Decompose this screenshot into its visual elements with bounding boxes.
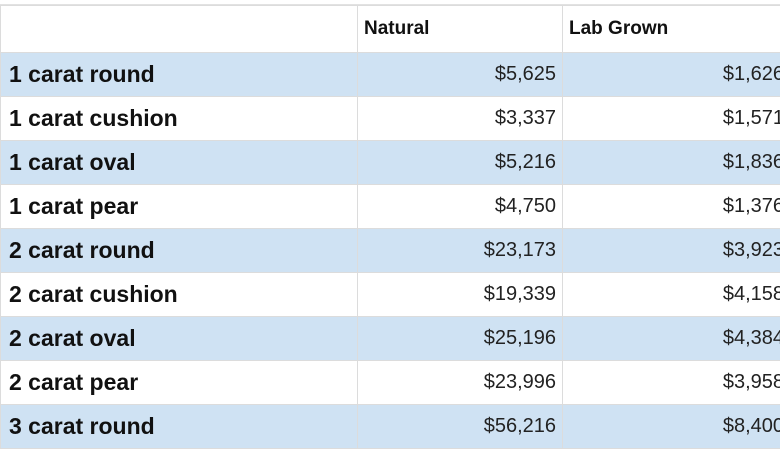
- lab-grown-price: $1,626: [562, 52, 780, 97]
- table-row: 2 carat cushion $19,339 $4,158: [0, 272, 780, 317]
- lab-grown-price: $4,158: [562, 272, 780, 317]
- table-row: 1 carat round $5,625 $1,626: [0, 52, 780, 97]
- row-label: 2 carat cushion: [0, 272, 358, 317]
- row-label: 2 carat round: [0, 228, 358, 273]
- row-label: 2 carat oval: [0, 316, 358, 361]
- header-empty: [0, 5, 358, 53]
- header-lab-grown: Lab Grown: [562, 5, 780, 53]
- natural-price: $23,996: [357, 360, 563, 405]
- table-row: 2 carat oval $25,196 $4,384: [0, 316, 780, 361]
- header-row: Natural Lab Grown: [0, 5, 780, 53]
- natural-price: $4,750: [357, 184, 563, 229]
- lab-grown-price: $3,958: [562, 360, 780, 405]
- natural-price: $5,625: [357, 52, 563, 97]
- row-label: 2 carat pear: [0, 360, 358, 405]
- top-border: [0, 0, 780, 5]
- natural-price: $23,173: [357, 228, 563, 273]
- natural-price: $5,216: [357, 140, 563, 185]
- header-natural: Natural: [357, 5, 563, 53]
- table-row: 2 carat pear $23,996 $3,958: [0, 360, 780, 405]
- row-label: 1 carat cushion: [0, 96, 358, 141]
- lab-grown-price: $1,376: [562, 184, 780, 229]
- row-label: 3 carat round: [0, 404, 358, 449]
- price-table: Natural Lab Grown 1 carat round $5,625 $1,…: [0, 5, 780, 449]
- natural-price: $25,196: [357, 316, 563, 361]
- lab-grown-price: $4,384: [562, 316, 780, 361]
- row-label: 1 carat pear: [0, 184, 358, 229]
- table-row: 3 carat round $56,216 $8,400: [0, 404, 780, 449]
- natural-price: $3,337: [357, 96, 563, 141]
- lab-grown-price: $3,923: [562, 228, 780, 273]
- table-row: 1 carat oval $5,216 $1,836: [0, 140, 780, 185]
- lab-grown-price: $8,400: [562, 404, 780, 449]
- table-row: 1 carat pear $4,750 $1,376: [0, 184, 780, 229]
- lab-grown-price: $1,836: [562, 140, 780, 185]
- natural-price: $56,216: [357, 404, 563, 449]
- lab-grown-price: $1,571: [562, 96, 780, 141]
- table-row: 2 carat round $23,173 $3,923: [0, 228, 780, 273]
- row-label: 1 carat round: [0, 52, 358, 97]
- table-row: 1 carat cushion $3,337 $1,571: [0, 96, 780, 141]
- row-label: 1 carat oval: [0, 140, 358, 185]
- natural-price: $19,339: [357, 272, 563, 317]
